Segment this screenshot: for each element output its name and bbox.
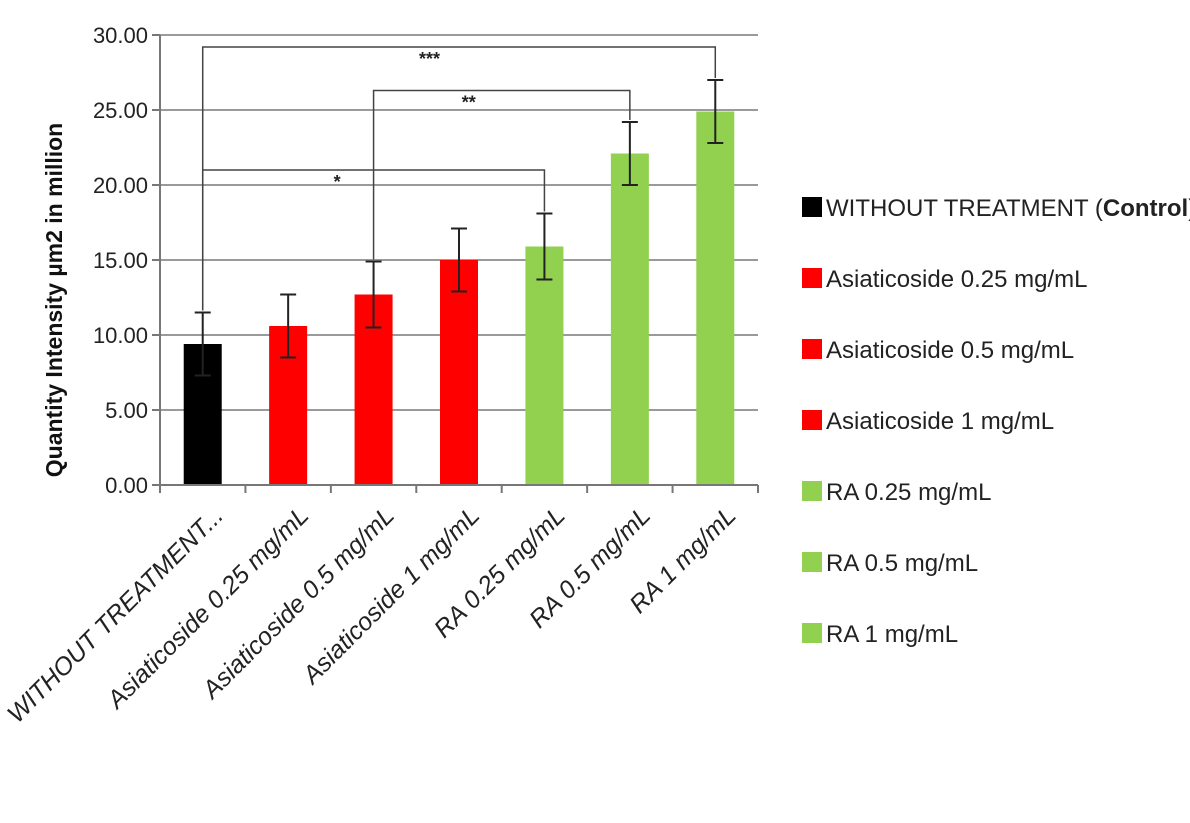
- legend-swatch: [802, 623, 822, 643]
- legend-swatch: [802, 552, 822, 572]
- legend-item: Asiaticoside 0.25 mg/mL: [802, 266, 1087, 293]
- y-tick-label: 20.00: [93, 173, 148, 198]
- error-bars: [194, 79, 724, 377]
- legend-label: RA 0.5 mg/mL: [826, 550, 978, 577]
- error-bar: [451, 227, 467, 293]
- bar: [525, 246, 564, 485]
- legend-item: RA 1 mg/mL: [802, 621, 958, 648]
- bar: [440, 260, 478, 485]
- bar: [610, 153, 649, 485]
- legend-label: WITHOUT TREATMENT (Control): [826, 195, 1190, 222]
- error-bar: [707, 79, 724, 144]
- legend-item: Asiaticoside 0.5 mg/mL: [802, 337, 1074, 364]
- legend-label: Asiaticoside 1 mg/mL: [826, 408, 1054, 435]
- legend-label: Asiaticoside 0.5 mg/mL: [826, 337, 1074, 364]
- significance-label: **: [462, 93, 476, 113]
- error-bar: [194, 311, 211, 377]
- legend: WITHOUT TREATMENT (Control) Asiaticoside …: [802, 195, 1190, 648]
- y-axis: 0.00 5.00 10.00 15.00 20.00 25.00 30.00: [93, 23, 161, 498]
- significance-label: ***: [419, 49, 440, 69]
- significance-brackets: ******: [201, 46, 717, 311]
- y-tick-label: 10.00: [93, 323, 148, 348]
- error-bar: [280, 293, 297, 359]
- y-tick-label: 0.00: [105, 473, 148, 498]
- significance-label: *: [334, 172, 341, 192]
- y-tick-label: 15.00: [93, 248, 148, 273]
- legend-swatch: [802, 197, 822, 217]
- legend-item: WITHOUT TREATMENT (Control): [802, 195, 1190, 222]
- error-bar: [621, 121, 638, 186]
- legend-swatch: [802, 268, 822, 288]
- error-bar: [536, 212, 553, 281]
- bar: [696, 111, 735, 485]
- bars: [183, 111, 735, 485]
- legend-item: RA 0.5 mg/mL: [802, 550, 978, 577]
- legend-label: RA 1 mg/mL: [826, 621, 958, 648]
- legend-swatch: [802, 410, 822, 430]
- legend-swatch: [802, 339, 822, 359]
- legend-item: Asiaticoside 1 mg/mL: [802, 408, 1054, 435]
- significance-bracket: *: [201, 169, 546, 311]
- error-bar: [365, 260, 382, 329]
- legend-item: RA 0.25 mg/mL: [802, 479, 991, 506]
- legend-label: RA 0.25 mg/mL: [826, 479, 991, 506]
- y-tick-label: 30.00: [93, 23, 148, 48]
- legend-label: Asiaticoside 0.25 mg/mL: [826, 266, 1087, 293]
- x-axis: WITHOUT TREATMENT...Asiaticoside 0.25 mg…: [2, 484, 759, 728]
- significance-bracket: **: [372, 89, 631, 260]
- y-axis-label: Quantity Intensity µm2 in million: [41, 123, 67, 477]
- y-tick-label: 5.00: [105, 398, 148, 423]
- y-tick-label: 25.00: [93, 98, 148, 123]
- legend-swatch: [802, 481, 822, 501]
